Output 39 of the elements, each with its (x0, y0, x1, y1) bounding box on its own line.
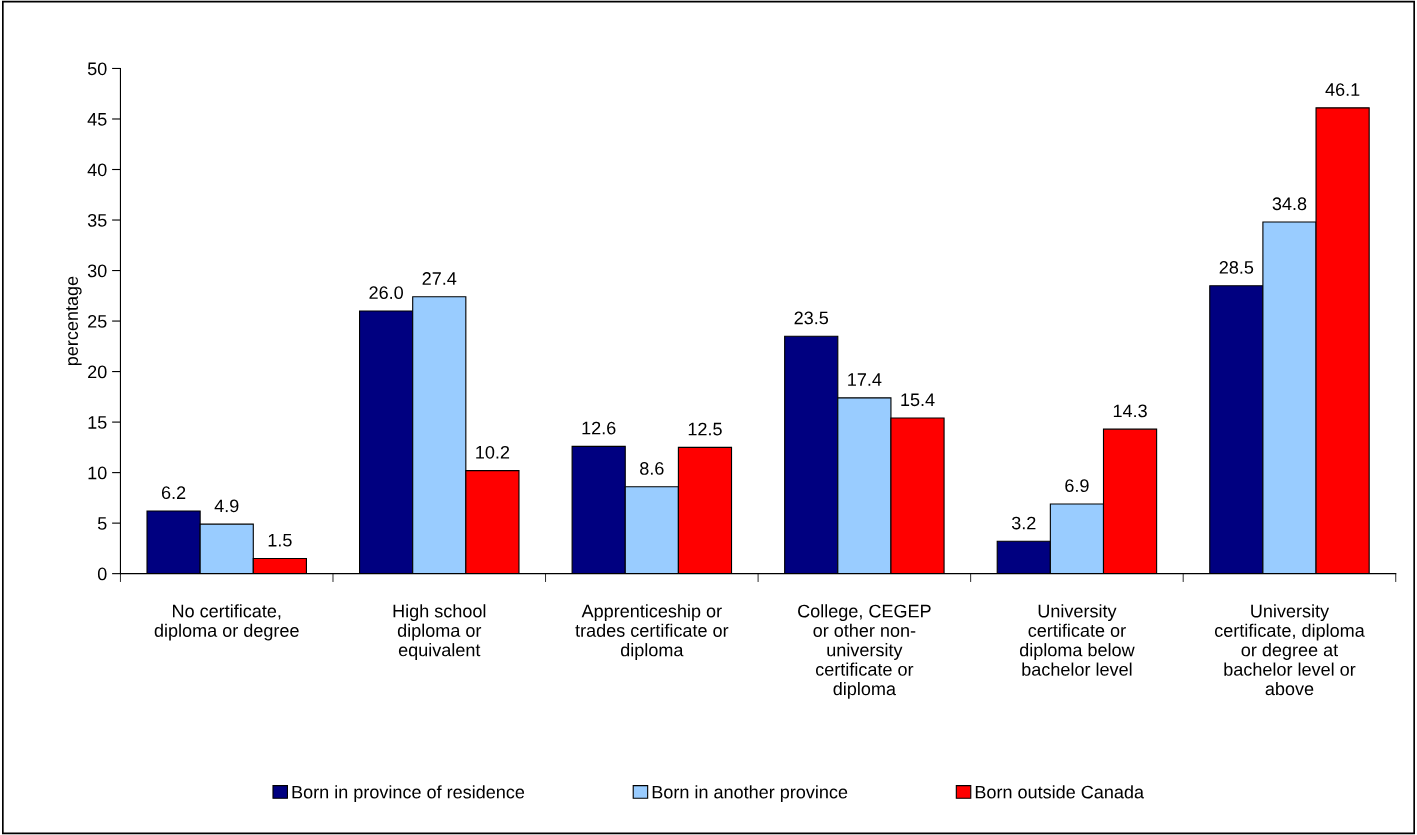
x-tick-label: Apprenticeship or trades certificate or diploma (575, 604, 729, 660)
data-label: 14.3 (1113, 404, 1147, 418)
data-label: 8.6 (640, 462, 664, 475)
data-label: 46.1 (1325, 83, 1360, 96)
y-tick-label: 15 (88, 416, 107, 429)
data-label: 34.8 (1272, 197, 1307, 211)
data-label: 23.5 (794, 311, 829, 325)
x-tick-label: College, CEGEP or other non- university certificate or diploma (798, 604, 931, 699)
y-tick-label: 30 (87, 264, 107, 278)
data-label: 6.9 (1065, 479, 1089, 493)
y-tick-label: 10 (88, 466, 107, 480)
x-tick-label: University certificate or diploma below bachelor level (1019, 604, 1135, 676)
x-tick-label: No certificate, diploma or degree (154, 604, 299, 641)
data-label: 12.6 (582, 421, 616, 435)
y-tick-label: 5 (97, 517, 107, 530)
data-label: 26.0 (369, 286, 403, 300)
data-label: 17.4 (848, 373, 882, 386)
legend-label: Born in province of residence (292, 785, 525, 803)
data-label: 27.4 (422, 272, 457, 285)
x-tick-label: High school diploma or equivalent (393, 604, 486, 660)
y-tick-label: 40 (87, 163, 107, 177)
data-label: 4.9 (214, 499, 239, 513)
data-label: 1.5 (268, 533, 292, 547)
data-label: 10.2 (476, 445, 510, 459)
y-tick-label: 35 (87, 213, 107, 227)
y-tick-label: 50 (87, 62, 107, 76)
y-axis-title: percentage (66, 276, 82, 366)
data-label: 12.5 (688, 422, 722, 436)
legend-label: Born outside Canada (975, 785, 1145, 799)
y-tick-label: 20 (88, 365, 107, 379)
data-label: 6.2 (161, 486, 186, 500)
legend-label: Born in another province (652, 785, 848, 803)
x-tick-label: University certificate, diploma or degree at bachelor level or above (1214, 604, 1365, 696)
data-label: 3.2 (1011, 516, 1036, 530)
data-label: 28.5 (1219, 261, 1254, 274)
data-label: 15.4 (901, 393, 935, 407)
y-tick-label: 0 (97, 567, 107, 581)
y-tick-label: 45 (87, 113, 107, 126)
y-tick-label: 25 (88, 314, 107, 328)
